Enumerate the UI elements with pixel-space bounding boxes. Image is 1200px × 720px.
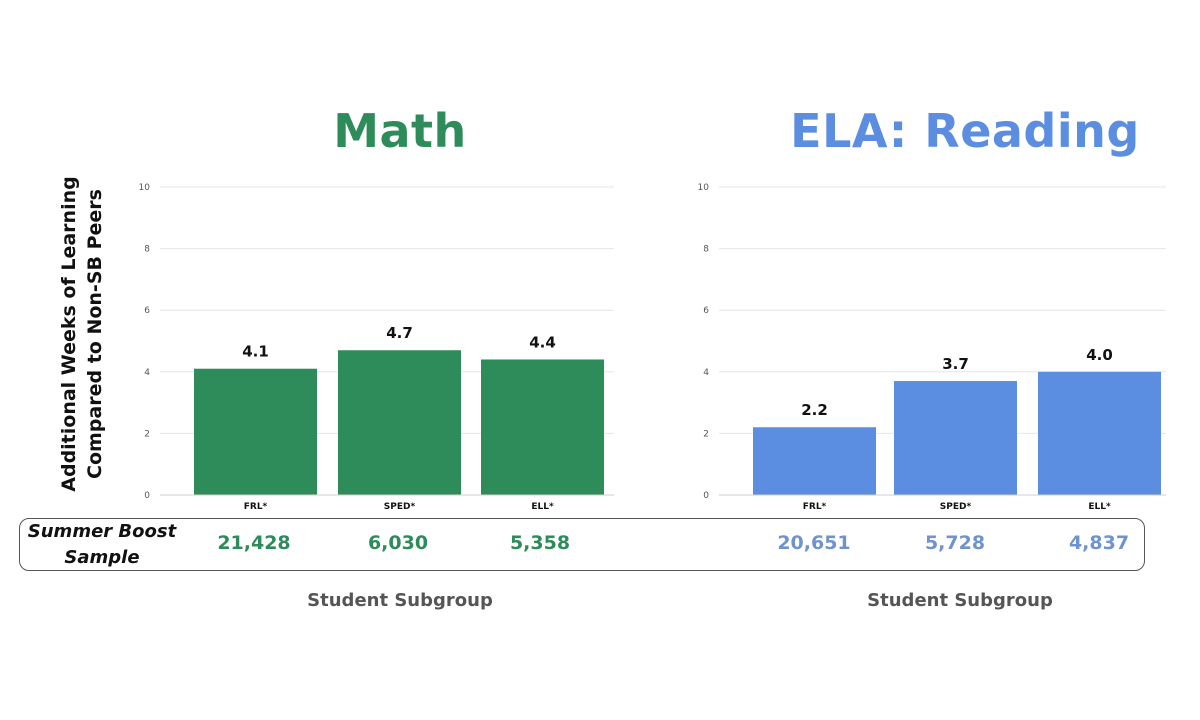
math-y-tick-label: 2: [144, 429, 150, 439]
math-data-label: 4.1: [242, 343, 269, 361]
ela-y-tick-label: 4: [703, 368, 709, 378]
math-x-tick-label: SPED*: [384, 502, 416, 512]
math-data-label: 4.7: [386, 324, 413, 342]
ela-y-tick-label: 8: [703, 245, 709, 255]
ela-x-tick-label: ELL*: [1088, 502, 1111, 512]
ela-data-label: 3.7: [942, 355, 969, 373]
sample-row-label: Summer Boost Sample: [22, 519, 182, 571]
ela-bar: [753, 427, 876, 495]
ela-y-tick-label: 10: [698, 183, 710, 193]
math-x-axis-label: Student Subgroup: [307, 590, 493, 611]
math-bar: [481, 359, 604, 495]
math-x-tick-label: ELL*: [531, 502, 554, 512]
math-x-tick-label: FRL*: [244, 502, 268, 512]
ela-sample-frl: 20,651: [777, 532, 851, 554]
ela-bar: [894, 381, 1017, 495]
math-y-tick-label: 6: [144, 306, 150, 316]
ela-x-tick-label: SPED*: [940, 502, 972, 512]
ela-data-label: 2.2: [801, 401, 828, 419]
ela-y-tick-label: 0: [703, 491, 709, 501]
math-y-tick-label: 0: [144, 491, 150, 501]
sample-label-line1: Summer Boost: [27, 521, 177, 542]
ela-sample-ell: 4,837: [1068, 532, 1130, 554]
ela-x-tick-label: FRL*: [803, 502, 827, 512]
math-sample-sped: 6,030: [367, 532, 429, 554]
math-data-label: 4.4: [529, 333, 556, 351]
math-y-tick-label: 8: [144, 245, 150, 255]
ela-y-tick-label: 2: [703, 429, 709, 439]
math-sample-frl: 21,428: [217, 532, 291, 554]
math-y-tick-label: 4: [144, 368, 150, 378]
sample-size-box: [19, 518, 1145, 571]
sample-label-line2: Sample: [64, 547, 140, 568]
math-bar: [194, 368, 317, 495]
ela-data-label: 4.0: [1086, 346, 1113, 364]
math-bar: [338, 350, 461, 495]
ela-sample-sped: 5,728: [924, 532, 986, 554]
ela-y-tick-label: 6: [703, 306, 709, 316]
ela-x-axis-label: Student Subgroup: [867, 590, 1053, 611]
ela-chart-title: ELA: Reading: [790, 104, 1140, 158]
math-chart-title: Math: [333, 104, 467, 158]
math-y-tick-label: 10: [139, 183, 151, 193]
math-sample-ell: 5,358: [509, 532, 571, 554]
ela-bar: [1038, 371, 1161, 495]
